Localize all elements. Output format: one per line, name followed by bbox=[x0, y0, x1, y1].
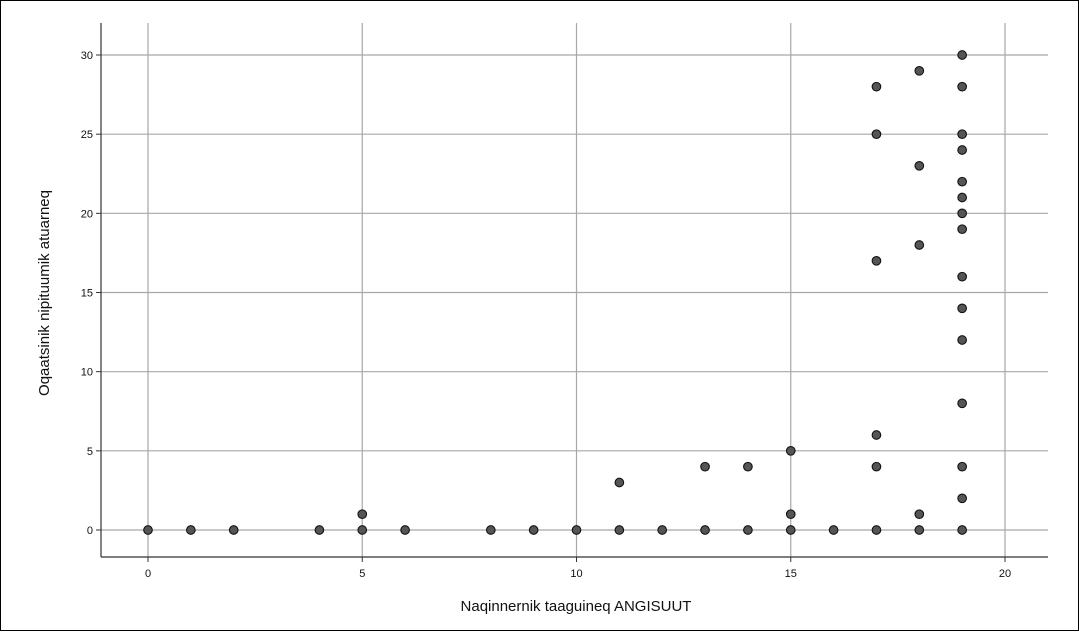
data-point bbox=[400, 525, 410, 535]
data-point bbox=[957, 525, 968, 535]
data-point bbox=[871, 255, 882, 266]
data-point bbox=[871, 525, 882, 535]
grid bbox=[101, 23, 1048, 557]
axes bbox=[96, 23, 1048, 562]
data-point bbox=[871, 81, 882, 92]
data-point bbox=[957, 192, 968, 203]
data-point bbox=[871, 430, 882, 440]
data-point bbox=[743, 525, 753, 535]
x-tick-label: 0 bbox=[145, 568, 151, 580]
data-points bbox=[143, 50, 968, 535]
data-point bbox=[186, 525, 196, 535]
data-point bbox=[914, 509, 925, 520]
x-axis-title: Naqinnernik taaguineq ANGISUUT bbox=[461, 598, 692, 615]
x-tick-label: 20 bbox=[999, 568, 1011, 580]
y-tick-label: 25 bbox=[81, 129, 93, 141]
y-tick-label: 20 bbox=[81, 208, 93, 220]
data-point bbox=[914, 240, 925, 250]
y-tick-label: 0 bbox=[87, 525, 93, 537]
data-point bbox=[957, 303, 968, 314]
data-point bbox=[314, 525, 325, 535]
data-point bbox=[871, 461, 882, 472]
x-tick-label: 10 bbox=[570, 568, 582, 580]
data-point bbox=[228, 525, 239, 535]
data-point bbox=[957, 81, 968, 92]
data-point bbox=[914, 160, 925, 171]
data-point bbox=[957, 208, 968, 219]
data-point bbox=[614, 525, 625, 535]
data-point bbox=[614, 477, 625, 488]
data-point bbox=[700, 525, 710, 535]
data-point bbox=[957, 461, 968, 472]
data-point bbox=[957, 224, 968, 235]
y-tick-label: 5 bbox=[87, 446, 93, 458]
data-point bbox=[743, 461, 753, 472]
data-point bbox=[357, 509, 368, 520]
data-point bbox=[914, 65, 925, 76]
data-point bbox=[785, 509, 796, 520]
data-point bbox=[657, 525, 668, 535]
data-point bbox=[785, 445, 796, 456]
data-point bbox=[571, 525, 582, 535]
y-tick-label: 15 bbox=[81, 288, 93, 300]
data-point bbox=[957, 271, 968, 282]
x-tick-label: 5 bbox=[359, 568, 365, 580]
data-point bbox=[957, 129, 968, 140]
data-point bbox=[871, 129, 882, 140]
tick-labels: 0 5 10 15 20 0 5 10 15 20 25 30 bbox=[81, 50, 1011, 580]
data-point bbox=[957, 176, 968, 187]
data-point bbox=[914, 525, 925, 535]
data-point bbox=[785, 525, 796, 535]
x-tick-label: 15 bbox=[785, 568, 797, 580]
data-point bbox=[357, 525, 368, 535]
data-point bbox=[957, 398, 968, 409]
y-tick-label: 30 bbox=[81, 50, 93, 62]
y-tick-label: 10 bbox=[81, 367, 93, 379]
data-point bbox=[957, 335, 968, 345]
data-point bbox=[957, 145, 968, 155]
data-point bbox=[957, 493, 968, 504]
y-axis-title: Oqaatsinik nipituumik atuarneq bbox=[36, 190, 53, 396]
data-point bbox=[828, 525, 839, 535]
data-point bbox=[700, 461, 710, 472]
data-point bbox=[528, 525, 539, 535]
data-point bbox=[957, 50, 968, 60]
data-point bbox=[143, 525, 153, 535]
data-point bbox=[485, 525, 496, 535]
